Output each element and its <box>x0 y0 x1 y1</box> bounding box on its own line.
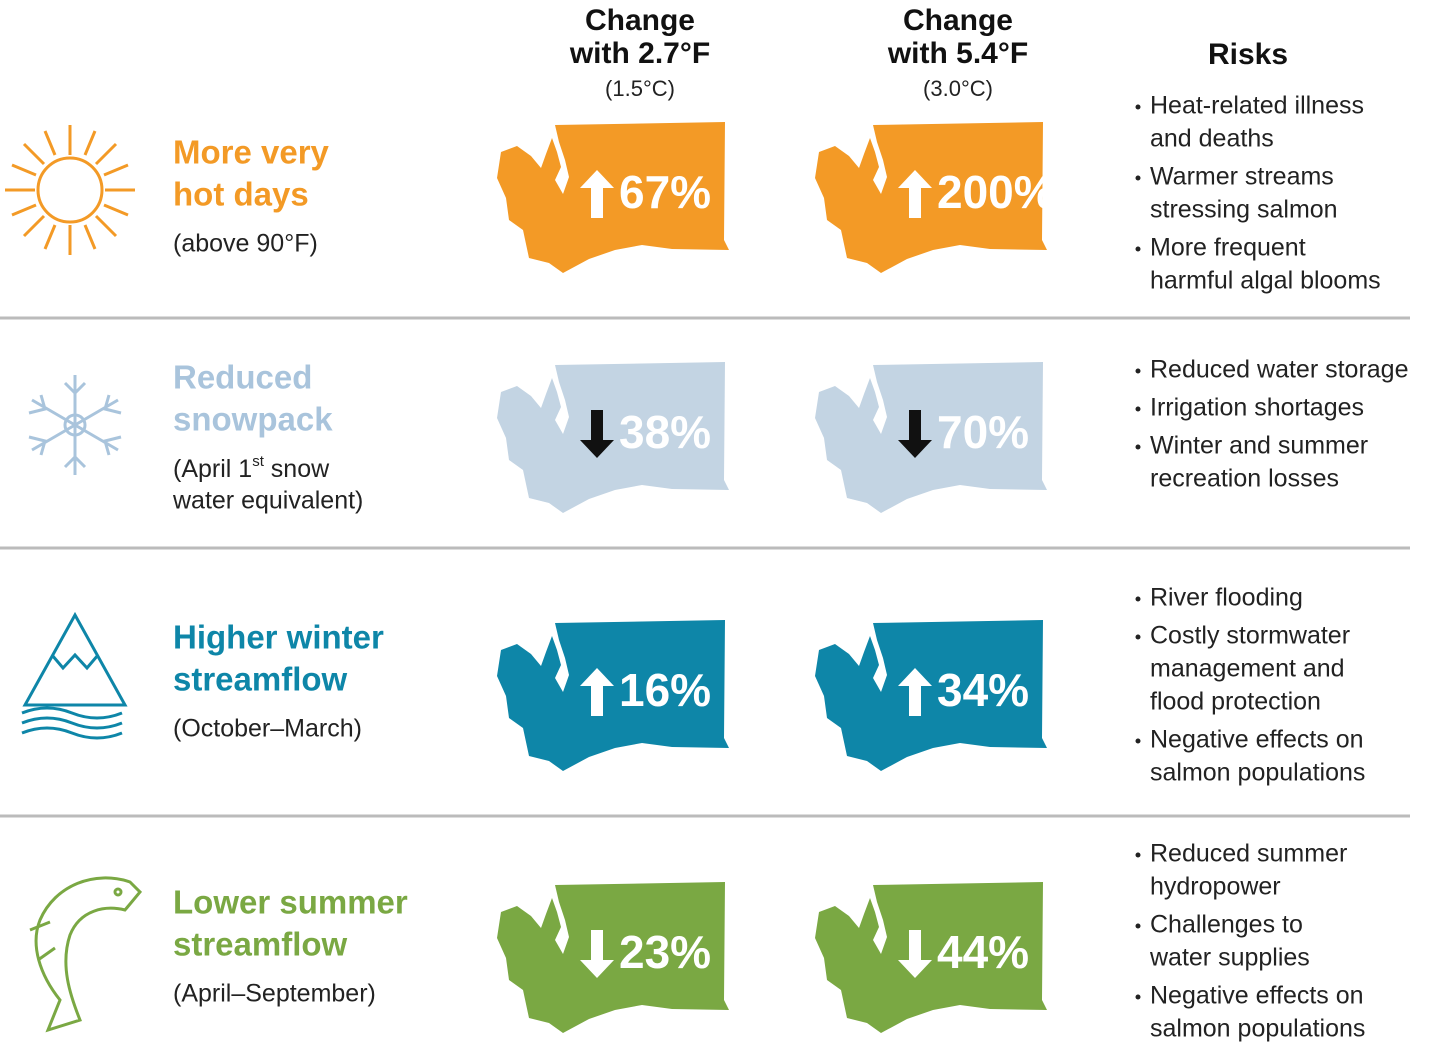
bullet <box>1135 368 1141 374</box>
risk-text: harmful algal blooms <box>1150 267 1381 295</box>
change-value: 70% <box>937 406 1029 458</box>
risk-text: management and <box>1150 655 1345 683</box>
bullet <box>1135 406 1141 412</box>
row-subtitle: (April 1st snow <box>173 453 330 483</box>
column-title: with 5.4°F <box>887 37 1028 70</box>
risk-text: Negative effects on <box>1150 726 1364 754</box>
row-subtitle: (April–September) <box>173 980 376 1008</box>
subtitle-text: (April 1 <box>173 455 252 483</box>
column-title: Change <box>903 4 1013 37</box>
snowflake-icon <box>28 375 122 475</box>
bullet <box>1135 852 1141 858</box>
arrow <box>580 170 614 218</box>
bullet <box>1135 444 1141 450</box>
change-value: 38% <box>619 406 711 458</box>
risk-text: hydropower <box>1150 873 1281 901</box>
arrow <box>898 410 932 458</box>
risk-text: and deaths <box>1150 125 1274 153</box>
change-value: 23% <box>619 926 711 978</box>
risk-text: Costly stormwater <box>1150 622 1350 650</box>
risk-text: Negative effects on <box>1150 982 1364 1010</box>
arrow <box>580 930 614 978</box>
change-value: 34% <box>937 664 1029 716</box>
row-title: Higher winter <box>173 619 384 656</box>
mountain-icon <box>21 611 128 740</box>
risk-text: Heat-related illness <box>1150 92 1364 120</box>
risks-title: Risks <box>1208 38 1288 71</box>
bullet <box>1135 246 1141 252</box>
risk-text: More frequent <box>1150 234 1306 262</box>
change-value: 44% <box>937 926 1029 978</box>
row-subtitle: (October–March) <box>173 715 362 743</box>
risk-text: Reduced water storage <box>1150 356 1408 384</box>
row-title: Lower summer <box>173 884 408 921</box>
separators <box>0 316 1410 818</box>
bullet <box>1135 738 1141 744</box>
row-title: snowpack <box>173 401 333 438</box>
risk-text: Winter and summer <box>1150 432 1368 460</box>
risk-text: flood protection <box>1150 688 1321 716</box>
sun-icon <box>5 125 135 255</box>
row-subtitle: (above 90°F) <box>173 230 318 258</box>
row-title: streamflow <box>173 926 348 963</box>
bullet <box>1135 923 1141 929</box>
column-subtitle: (3.0°C) <box>923 76 993 101</box>
arrow <box>580 668 614 716</box>
change-value: 200% <box>937 166 1055 218</box>
risk-text: salmon populations <box>1150 1015 1365 1042</box>
row-title: hot days <box>173 176 309 213</box>
change-value: 67% <box>619 166 711 218</box>
row-title: streamflow <box>173 661 348 698</box>
risk-text: Challenges to <box>1150 911 1303 939</box>
change-value: 16% <box>619 664 711 716</box>
column-title: Change <box>585 4 695 37</box>
row-subtitle: water equivalent) <box>172 487 363 515</box>
risk-text: stressing salmon <box>1150 196 1338 224</box>
arrow <box>898 170 932 218</box>
bullet <box>1135 994 1141 1000</box>
bullet <box>1135 634 1141 640</box>
subtitle-sup: st <box>252 453 265 470</box>
column-title: with 2.7°F <box>569 37 710 70</box>
subtitle-after: snow <box>264 455 330 483</box>
risk-text: Irrigation shortages <box>1150 394 1364 422</box>
fish-icon <box>29 876 143 1033</box>
arrow <box>898 930 932 978</box>
risk-text: salmon populations <box>1150 759 1365 787</box>
risk-text: River flooding <box>1150 584 1303 612</box>
bullet <box>1135 104 1141 110</box>
row-title: More very <box>173 134 330 171</box>
risk-text: Warmer streams <box>1150 163 1334 191</box>
risk-text: recreation losses <box>1150 465 1339 493</box>
risk-text: Reduced summer <box>1150 840 1347 868</box>
column-subtitle: (1.5°C) <box>605 76 675 101</box>
row-title: Reduced <box>173 359 312 396</box>
risk-text: water supplies <box>1149 944 1310 972</box>
bullet <box>1135 175 1141 181</box>
bullet <box>1135 596 1141 602</box>
arrow <box>898 668 932 716</box>
arrow <box>580 410 614 458</box>
